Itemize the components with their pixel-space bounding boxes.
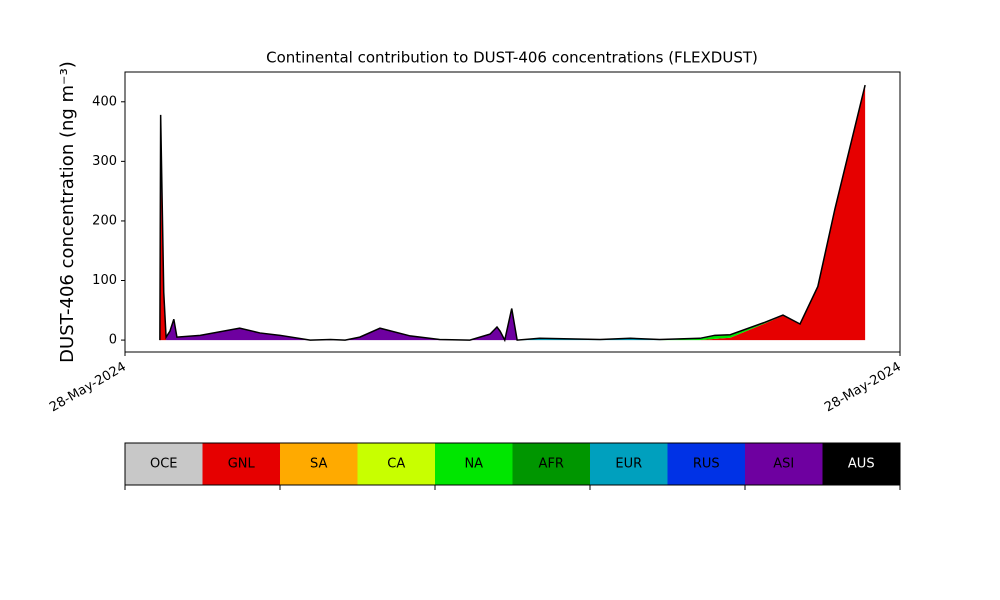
colorbar-label: AUS: [848, 457, 875, 472]
colorbar-frame: [124, 442, 901, 486]
colorbar-label: EUR: [615, 457, 642, 472]
colorbar-cell: [822, 443, 900, 485]
colorbar-cell: [435, 443, 513, 485]
colorbar-label: OCE: [150, 457, 178, 472]
y-tick-label: 200: [92, 213, 117, 228]
area: [159, 85, 866, 341]
area: [159, 85, 866, 341]
y-tick-label: 400: [92, 94, 117, 109]
y-axis-label: DUST-406 concentration (ng m⁻³): [57, 61, 78, 363]
colorbar-label: GNL: [228, 457, 256, 472]
colorbar-label: CA: [387, 457, 405, 472]
colorbar-cell: [667, 443, 745, 485]
colorbar-label: NA: [464, 457, 483, 472]
y-tick-label: 0: [109, 333, 117, 348]
colorbar-cell: [745, 443, 823, 485]
x-tick-label: 28-May-2024: [822, 360, 904, 416]
area: [159, 84, 866, 343]
plot-frame: [124, 71, 901, 353]
area: [159, 85, 866, 341]
colorbar-cell: [590, 443, 668, 485]
chart-title: Continental contribution to DUST-406 con…: [266, 49, 758, 67]
colorbar-label: SA: [310, 457, 327, 472]
area: [159, 85, 866, 341]
colorbar-label: AFR: [539, 457, 564, 472]
y-tick-label: 300: [92, 154, 117, 169]
y-tick-label: 100: [92, 273, 117, 288]
colorbar-cell: [280, 443, 358, 485]
colorbar-cell: [512, 443, 590, 485]
x-tick-label: 28-May-2024: [47, 360, 129, 416]
colorbar-cell: [357, 443, 435, 485]
colorbar-cell: [125, 443, 203, 485]
colorbar-cell: [202, 443, 280, 485]
colorbar-label: ASI: [773, 457, 794, 472]
colorbar-label: RUS: [693, 457, 720, 472]
